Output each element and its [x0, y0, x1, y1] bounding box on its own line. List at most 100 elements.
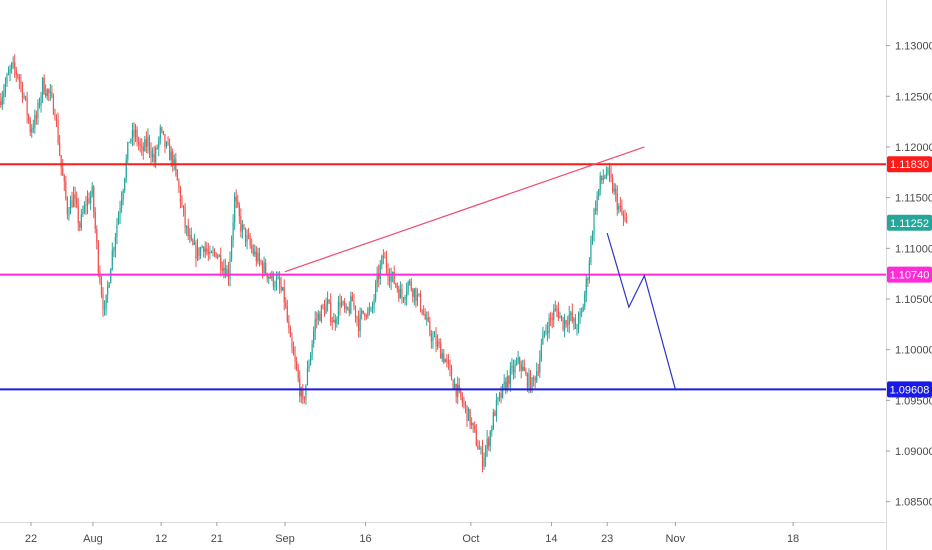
- candle: [193, 233, 195, 246]
- candle-body: [570, 312, 572, 315]
- candle-body: [489, 431, 491, 447]
- candle: [399, 281, 402, 299]
- candle-body: [460, 388, 462, 397]
- candle: [610, 165, 612, 183]
- candle: [71, 191, 73, 209]
- candle: [323, 300, 326, 317]
- candle: [76, 191, 78, 209]
- candle: [430, 330, 432, 349]
- candle-body: [483, 458, 485, 467]
- candle-body: [506, 376, 508, 391]
- candle: [331, 316, 333, 331]
- candle-body: [173, 159, 175, 166]
- candle-body: [621, 206, 623, 214]
- candle-body: [399, 288, 402, 299]
- candle: [38, 97, 41, 109]
- candle: [52, 93, 55, 116]
- candle-body: [444, 359, 446, 363]
- trendline[interactable]: [284, 146, 645, 273]
- candle: [596, 191, 598, 216]
- candle-body: [418, 293, 420, 295]
- candle: [325, 297, 327, 315]
- x-axis[interactable]: 22 Aug 12 21 Sep 16 Oct 14 23 Nov 18: [25, 522, 799, 545]
- candle-body: [354, 305, 357, 317]
- drawings[interactable]: [0, 146, 886, 391]
- candle-body: [478, 448, 481, 450]
- candle: [125, 154, 127, 183]
- candle-body: [557, 308, 559, 319]
- candle-body: [317, 313, 319, 320]
- candle-body: [162, 130, 165, 135]
- candle: [285, 297, 287, 309]
- candle: [91, 181, 93, 198]
- candle-body: [351, 296, 353, 302]
- candle-body: [365, 315, 367, 317]
- level-price-badge: 1.10740: [887, 266, 932, 283]
- candle: [40, 91, 42, 113]
- candle-body: [196, 247, 199, 259]
- candle: [395, 282, 397, 288]
- candle: [340, 296, 343, 309]
- candle: [234, 192, 236, 231]
- candle: [181, 195, 183, 208]
- candle: [142, 142, 144, 160]
- candle: [525, 367, 527, 376]
- candle: [593, 207, 595, 242]
- candle: [77, 197, 79, 232]
- projection-path[interactable]: [606, 232, 676, 390]
- x-tick-label: 12: [155, 533, 167, 545]
- x-tick-label: 18: [787, 533, 799, 545]
- candle-body: [405, 291, 408, 298]
- candle-body: [605, 173, 608, 177]
- candle: [317, 310, 319, 326]
- candle: [294, 346, 296, 370]
- candle-body: [28, 115, 30, 121]
- y-axis[interactable]: 1.13000 1.12500 1.12000 1.11500 1.11000 1.105…: [886, 41, 932, 509]
- candle-body: [176, 169, 178, 181]
- candle-body: [289, 328, 292, 338]
- candle-body: [190, 235, 192, 240]
- candle-body: [283, 287, 285, 303]
- candle: [263, 256, 265, 277]
- candle: [31, 124, 33, 138]
- candle: [265, 258, 267, 275]
- candle: [483, 452, 485, 470]
- candle-body: [3, 91, 5, 98]
- candle-body: [201, 246, 203, 248]
- candle-body: [296, 361, 298, 370]
- candle-body: [179, 187, 182, 203]
- candle: [229, 251, 231, 287]
- candle-body: [519, 357, 521, 364]
- candle: [303, 396, 305, 404]
- candle-body: [88, 198, 90, 204]
- x-tick-label: 22: [25, 533, 37, 545]
- candle-body: [542, 333, 544, 345]
- candle: [54, 108, 56, 121]
- candle: [584, 290, 586, 311]
- candle-body: [440, 343, 442, 359]
- candle: [618, 203, 620, 214]
- candle-body: [610, 173, 612, 179]
- candle-body: [161, 127, 163, 131]
- candle: [454, 377, 456, 391]
- candle-body: [96, 228, 98, 243]
- candle-body: [577, 314, 580, 329]
- level-price-badge-text: 1.10740: [890, 270, 930, 282]
- y-tick-label: 1.10500: [895, 294, 932, 306]
- candle-body: [275, 278, 278, 287]
- candle: [519, 356, 521, 372]
- candle: [32, 119, 34, 134]
- x-tick-label: 23: [601, 533, 613, 545]
- candle: [35, 110, 38, 125]
- candle-body: [277, 277, 279, 279]
- candle: [195, 240, 197, 268]
- candle: [402, 296, 405, 304]
- candle: [249, 233, 251, 249]
- candle-body: [34, 115, 36, 128]
- candle-body: [423, 313, 425, 315]
- candle-body: [416, 294, 419, 301]
- candle-body: [221, 268, 223, 271]
- candle-body: [292, 347, 295, 356]
- candle-body: [469, 409, 471, 426]
